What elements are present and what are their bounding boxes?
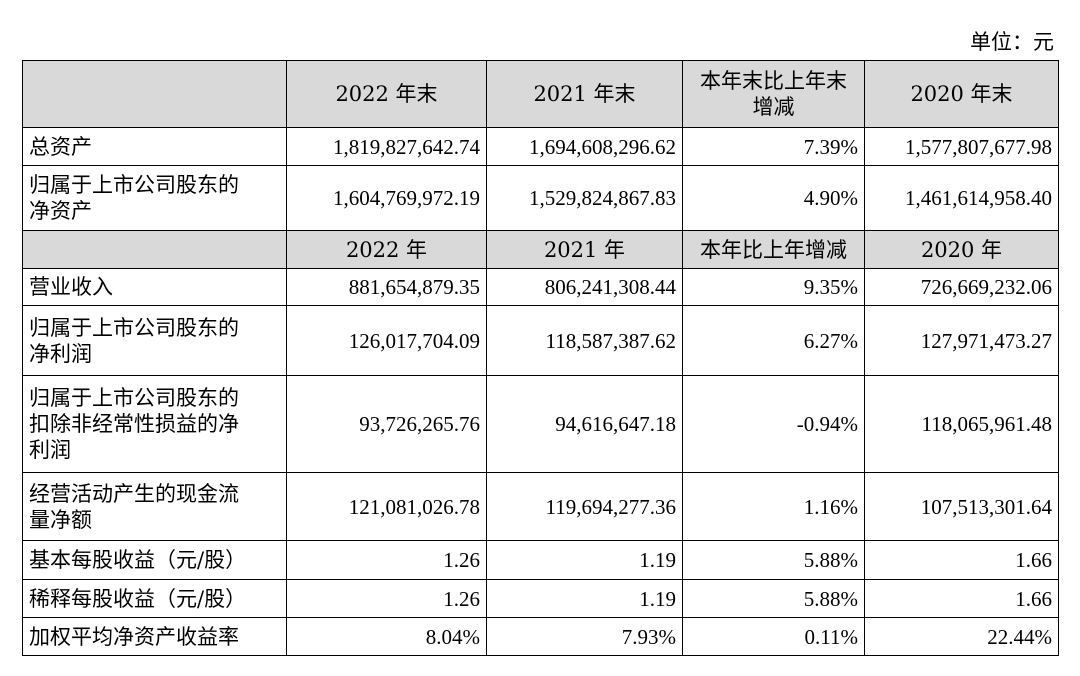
table-row: 经营活动产生的现金流 量净额 121,081,026.78 119,694,27… — [22, 472, 1059, 541]
row-label-line: 净资产 — [29, 199, 92, 223]
header-change-end: 本年末比上年末 增减 — [682, 60, 865, 128]
header-change-line2: 增减 — [752, 95, 795, 119]
table-row: 基本每股收益（元/股） 1.26 1.19 5.88% 1.66 — [22, 540, 1059, 580]
table-row: 总资产 1,819,827,642.74 1,694,608,296.62 7.… — [22, 127, 1059, 166]
unit-label: 单位：元 — [970, 30, 1054, 54]
header-empty-cell — [22, 230, 287, 269]
value-change: 0.11% — [682, 617, 865, 656]
value-2020: 1.66 — [864, 540, 1059, 580]
row-label-line: 量净额 — [29, 507, 92, 532]
value-change: -0.94% — [682, 375, 865, 473]
value-2022: 8.04% — [286, 617, 487, 656]
value-2021: 119,694,277.36 — [486, 472, 683, 541]
row-label-line: 净利润 — [29, 341, 92, 366]
row-label-line: 归属于上市公司股东的 — [29, 386, 239, 410]
value-2021: 1.19 — [486, 579, 683, 618]
value-2020: 118,065,961.48 — [864, 375, 1059, 473]
row-label-line: 归属于上市公司股东的 — [29, 315, 239, 340]
header-empty-cell — [22, 60, 287, 128]
value-2020: 1,577,807,677.98 — [864, 127, 1059, 166]
value-2021: 1,529,824,867.83 — [486, 165, 683, 231]
row-label: 归属于上市公司股东的 扣除非经常性损益的净 利润 — [22, 375, 287, 473]
value-2021: 806,241,308.44 — [486, 268, 683, 306]
row-label: 经营活动产生的现金流 量净额 — [22, 472, 287, 541]
header-2021: 2021 年 — [486, 230, 683, 269]
table-row: 稀释每股收益（元/股） 1.26 1.19 5.88% 1.66 — [22, 579, 1059, 618]
value-change: 1.16% — [682, 472, 865, 541]
row-label: 归属于上市公司股东的 净资产 — [22, 165, 287, 231]
value-2020: 1,461,614,958.40 — [864, 165, 1059, 231]
row-label-line: 扣除非经常性损益的净 — [29, 412, 239, 436]
header-change: 本年比上年增减 — [682, 230, 865, 269]
value-2020: 726,669,232.06 — [864, 268, 1059, 306]
row-label-line: 加权平均净资产收益率 — [29, 624, 239, 649]
value-change: 7.39% — [682, 127, 865, 166]
value-2022: 1,819,827,642.74 — [286, 127, 487, 166]
value-change: 9.35% — [682, 268, 865, 306]
value-2021: 1.19 — [486, 540, 683, 580]
value-2022: 1,604,769,972.19 — [286, 165, 487, 231]
header-2021-end: 2021 年末 — [486, 60, 683, 128]
header-2022-end: 2022 年末 — [286, 60, 487, 128]
header-change-line1: 本年末比上年末 — [700, 69, 847, 93]
row-label: 总资产 — [22, 127, 287, 166]
value-2022: 126,017,704.09 — [286, 305, 487, 376]
row-label-line: 营业收入 — [29, 275, 113, 299]
value-change: 5.88% — [682, 579, 865, 618]
value-2021: 1,694,608,296.62 — [486, 127, 683, 166]
row-label-line: 稀释每股收益（元/股） — [29, 586, 247, 611]
row-label-line: 经营活动产生的现金流 — [29, 481, 239, 506]
header-2020-end: 2020 年末 — [864, 60, 1059, 128]
value-2022: 881,654,879.35 — [286, 268, 487, 306]
row-label: 加权平均净资产收益率 — [22, 617, 287, 656]
value-2020: 1.66 — [864, 579, 1059, 618]
header-2022: 2022 年 — [286, 230, 487, 269]
table-row: 营业收入 881,654,879.35 806,241,308.44 9.35%… — [22, 268, 1059, 306]
row-label-line: 总资产 — [29, 134, 92, 159]
income-header-row: 2022 年 2021 年 本年比上年增减 2020 年 — [22, 230, 1059, 269]
table-row: 归属于上市公司股东的 净资产 1,604,769,972.19 1,529,82… — [22, 165, 1059, 231]
value-2021: 118,587,387.62 — [486, 305, 683, 376]
value-2022: 121,081,026.78 — [286, 472, 487, 541]
value-2022: 93,726,265.76 — [286, 375, 487, 473]
row-label-line: 利润 — [29, 438, 71, 462]
table-row: 加权平均净资产收益率 8.04% 7.93% 0.11% 22.44% — [22, 617, 1059, 656]
table-row: 归属于上市公司股东的 扣除非经常性损益的净 利润 93,726,265.76 9… — [22, 375, 1059, 473]
header-2020: 2020 年 — [864, 230, 1059, 269]
row-label-line: 基本每股收益（元/股） — [29, 548, 247, 572]
value-change: 5.88% — [682, 540, 865, 580]
row-label: 归属于上市公司股东的 净利润 — [22, 305, 287, 376]
balance-header-row: 2022 年末 2021 年末 本年末比上年末 增减 2020 年末 — [22, 60, 1059, 128]
table-row: 归属于上市公司股东的 净利润 126,017,704.09 118,587,38… — [22, 305, 1059, 376]
value-2021: 7.93% — [486, 617, 683, 656]
value-2021: 94,616,647.18 — [486, 375, 683, 473]
value-2020: 22.44% — [864, 617, 1059, 656]
value-2022: 1.26 — [286, 579, 487, 618]
financial-summary-table: 2022 年末 2021 年末 本年末比上年末 增减 2020 年末 总资产 1… — [22, 60, 1059, 656]
row-label: 营业收入 — [22, 268, 287, 306]
value-2020: 107,513,301.64 — [864, 472, 1059, 541]
row-label: 稀释每股收益（元/股） — [22, 579, 287, 618]
value-change: 6.27% — [682, 305, 865, 376]
row-label: 基本每股收益（元/股） — [22, 540, 287, 580]
row-label-line: 归属于上市公司股东的 — [29, 173, 239, 197]
value-2020: 127,971,473.27 — [864, 305, 1059, 376]
value-2022: 1.26 — [286, 540, 487, 580]
value-change: 4.90% — [682, 165, 865, 231]
